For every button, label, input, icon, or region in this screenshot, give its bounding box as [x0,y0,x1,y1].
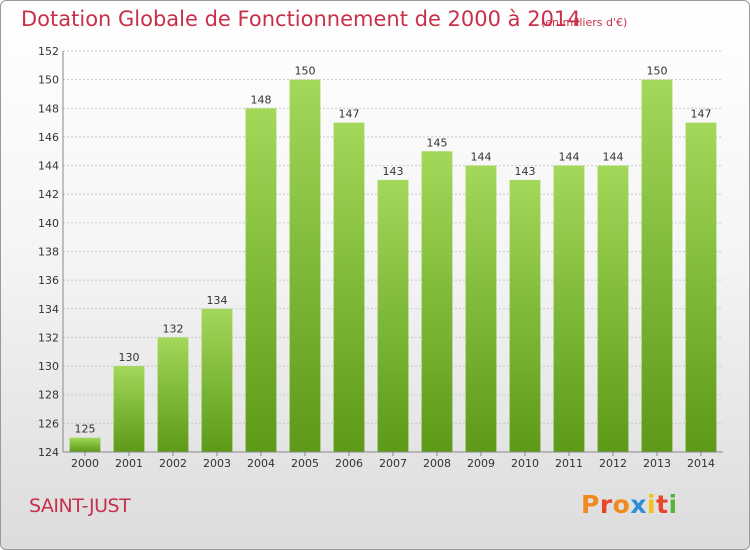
bar-2000 [69,437,101,452]
data-label: 134 [207,294,228,307]
logo-letter: i [647,490,657,519]
x-tick-label: 2010 [511,457,539,470]
data-label: 148 [251,93,272,106]
proxiti-logo: Proxiti [581,490,678,519]
bar-2010 [509,179,541,452]
y-tick-label: 142 [38,188,59,201]
x-tick-label: 2006 [335,457,363,470]
x-tick-label: 2001 [115,457,143,470]
data-label: 150 [295,65,316,78]
bar-2011 [553,165,585,453]
bar-2006 [333,122,365,452]
y-tick-label: 132 [38,331,59,344]
data-label: 143 [515,165,536,178]
x-tick-label: 2008 [423,457,451,470]
y-tick-label: 128 [38,389,59,402]
x-tick-label: 2002 [159,457,187,470]
data-label: 130 [119,351,140,364]
data-label: 145 [427,136,448,149]
x-tick-label: 2004 [247,457,275,470]
y-tick-label: 126 [38,417,59,430]
y-tick-label: 130 [38,360,59,373]
y-tick-label: 152 [38,45,59,58]
y-tick-label: 146 [38,131,59,144]
data-label: 144 [471,151,492,164]
bar-2005 [289,79,321,453]
data-label: 125 [75,423,96,436]
logo-letter: r [599,490,613,519]
x-tick-label: 2011 [555,457,583,470]
x-tick-label: 2013 [643,457,671,470]
commune-name: SAINT-JUST [29,495,131,517]
bar-2009 [465,165,497,453]
logo-letter: t [656,490,669,519]
y-tick-label: 140 [38,217,59,230]
bar-2003 [201,308,233,452]
data-label: 147 [691,108,712,121]
y-tick-label: 124 [38,446,59,459]
x-tick-label: 2012 [599,457,627,470]
y-tick-label: 134 [38,303,59,316]
data-label: 147 [339,108,360,121]
data-label: 144 [559,151,580,164]
bar-2004 [245,108,277,453]
data-label: 132 [163,322,184,335]
chart-title: Dotation Globale de Fonctionnement de 20… [21,7,581,31]
logo-letter: o [612,490,631,519]
x-tick-label: 2009 [467,457,495,470]
bar-2014 [685,122,717,452]
bar-2013 [641,79,673,453]
bar-2008 [421,151,453,452]
bar-2001 [113,366,145,452]
x-tick-label: 2005 [291,457,319,470]
bar-2007 [377,179,409,452]
logo-letter: i [668,490,678,519]
x-tick-label: 2007 [379,457,407,470]
logo-letter: x [630,490,647,519]
unit-note: (en milliers d'€) [541,16,628,29]
y-tick-label: 138 [38,246,59,259]
x-tick-label: 2000 [71,457,99,470]
x-tick-label: 2003 [203,457,231,470]
y-tick-label: 150 [38,74,59,87]
y-tick-label: 144 [38,160,59,173]
logo-letter: P [581,490,600,519]
x-tick-label: 2014 [687,457,715,470]
data-label: 144 [603,151,624,164]
bar-2012 [597,165,629,453]
bar-2002 [157,337,189,452]
y-tick-label: 148 [38,102,59,115]
data-label: 143 [383,165,404,178]
data-label: 150 [647,65,668,78]
y-tick-label: 136 [38,274,59,287]
